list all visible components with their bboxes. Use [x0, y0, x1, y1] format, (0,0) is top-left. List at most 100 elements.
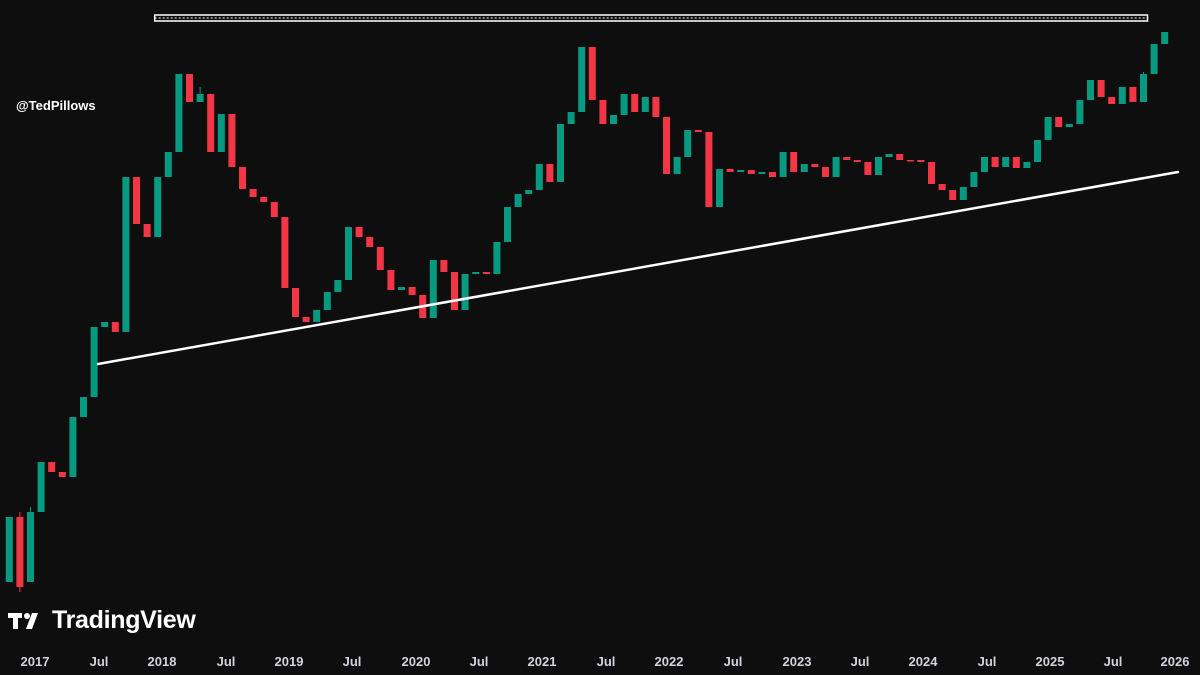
candle [461, 274, 469, 310]
candle [249, 189, 257, 197]
candle [58, 472, 66, 477]
x-tick-year: 2025 [1036, 654, 1065, 669]
candle-body [472, 272, 480, 274]
candle-body [1129, 87, 1137, 102]
candle [1129, 87, 1137, 102]
candle-body [885, 154, 893, 157]
candle-body [800, 164, 808, 172]
candle [239, 167, 246, 189]
candle-body [1087, 80, 1094, 100]
candle [959, 187, 967, 200]
candle [588, 47, 596, 100]
candle-body [853, 160, 861, 162]
candle [186, 74, 193, 102]
candle-body [1002, 157, 1010, 167]
candle [90, 327, 98, 397]
candle [302, 317, 310, 322]
candle [769, 172, 776, 177]
candle [207, 94, 215, 152]
candle [779, 152, 787, 177]
candle [345, 227, 352, 280]
candle-body [1055, 117, 1063, 127]
candle-body [90, 327, 98, 397]
candle-body [408, 287, 416, 295]
candle [111, 322, 119, 332]
candle [334, 280, 342, 292]
candle [896, 154, 904, 160]
candle-body [482, 272, 490, 274]
x-tick-year: 2018 [148, 654, 177, 669]
candle [928, 162, 935, 184]
candle-body [758, 172, 766, 174]
candle-body [101, 322, 109, 327]
candle [546, 164, 554, 182]
candle [716, 169, 723, 207]
candle-body [790, 152, 798, 172]
candle [228, 114, 236, 167]
candles-layer [5, 32, 1169, 592]
candle [69, 417, 77, 477]
candle [853, 160, 861, 162]
candle-body [292, 288, 299, 317]
candle-body [1065, 124, 1073, 127]
candle-body [1012, 157, 1020, 168]
candle [408, 287, 416, 295]
x-tick-year: 2022 [655, 654, 684, 669]
candle-body [451, 272, 458, 310]
trendline-layer [96, 170, 1180, 366]
candle-body [217, 114, 225, 152]
candle [1087, 80, 1094, 100]
candle [440, 260, 448, 272]
candle [313, 310, 321, 322]
candle [535, 164, 543, 190]
candle [652, 97, 660, 117]
candle [376, 247, 384, 270]
candle-body [281, 217, 289, 288]
x-tick-year: 2021 [528, 654, 557, 669]
candle [1044, 117, 1052, 140]
candle-body [1108, 97, 1116, 104]
candle-body [906, 160, 914, 162]
candle [398, 287, 405, 290]
candle-body [663, 117, 670, 174]
candle [875, 157, 882, 175]
candle-body [1150, 44, 1158, 74]
candle [281, 217, 289, 288]
candle [949, 190, 957, 200]
candle-body [991, 157, 999, 167]
candle [472, 272, 480, 274]
candle-body [1097, 80, 1105, 97]
candle-body [546, 164, 554, 182]
candle-body [928, 162, 935, 184]
candle-body [58, 472, 66, 477]
candle [133, 177, 140, 224]
candle [387, 270, 395, 290]
candle-body [557, 124, 564, 182]
candle-body [716, 169, 723, 207]
candle-body [186, 74, 193, 102]
candle [451, 272, 458, 310]
x-tick-month: Jul [1104, 654, 1123, 669]
candle [482, 272, 490, 274]
candle [684, 130, 692, 157]
candle [800, 164, 808, 172]
candle-body [27, 512, 34, 582]
candle-body [641, 97, 649, 112]
candle-body [175, 74, 183, 152]
candle [504, 207, 511, 242]
candle [832, 157, 840, 177]
candle-body [949, 190, 957, 200]
candle-body [673, 157, 681, 174]
candle [164, 152, 172, 177]
candle-body [567, 112, 575, 124]
x-tick-year: 2020 [402, 654, 431, 669]
candle [599, 100, 607, 124]
x-tick-month: Jul [851, 654, 870, 669]
candle-body [832, 157, 840, 177]
candle [143, 224, 151, 237]
candle [843, 157, 851, 160]
candle-body [525, 190, 533, 194]
candle-body [461, 274, 469, 310]
candle-body [620, 94, 628, 115]
